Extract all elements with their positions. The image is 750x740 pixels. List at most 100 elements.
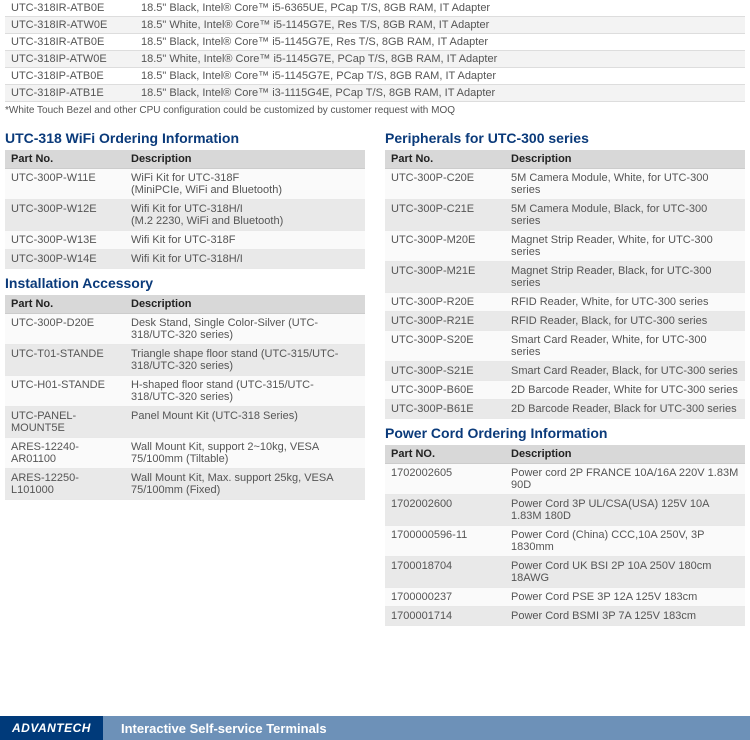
col-partno: Part No. bbox=[5, 150, 125, 169]
cell-desc: Power Cord PSE 3P 12A 125V 183cm bbox=[505, 588, 745, 607]
cell-partno: UTC-300P-S20E bbox=[385, 331, 505, 362]
table-row: UTC-300P-S21ESmart Card Reader, Black, f… bbox=[385, 362, 745, 381]
cell-partno: UTC-318IR-ATB0E bbox=[5, 0, 135, 17]
footer-bar: ADVANTECH Interactive Self-service Termi… bbox=[0, 716, 750, 740]
table-row: UTC-300P-R20ERFID Reader, White, for UTC… bbox=[385, 293, 745, 312]
table-row: 1702002605Power cord 2P FRANCE 10A/16A 2… bbox=[385, 464, 745, 495]
table-row: 1700000596-11Power Cord (China) CCC,10A … bbox=[385, 526, 745, 557]
cell-desc: 18.5" White, Intel® Core™ i5-1145G7E, Re… bbox=[135, 17, 745, 34]
cell-partno: UTC-300P-R20E bbox=[385, 293, 505, 312]
cell-partno: UTC-300P-W11E bbox=[5, 169, 125, 200]
power-table: Part NO. Description 1702002605Power cor… bbox=[385, 445, 745, 626]
table-row: 1700018704Power Cord UK BSI 2P 10A 250V … bbox=[385, 557, 745, 588]
table-row: UTC-300P-W12EWifi Kit for UTC-318H/I (M.… bbox=[5, 200, 365, 231]
cell-desc: RFID Reader, Black, for UTC-300 series bbox=[505, 312, 745, 331]
table-row: 1700001714Power Cord BSMI 3P 7A 125V 183… bbox=[385, 607, 745, 626]
cell-partno: ARES-12240-AR01100 bbox=[5, 438, 125, 469]
cell-desc: Power Cord 3P UL/CSA(USA) 125V 10A 1.83M… bbox=[505, 495, 745, 526]
cell-partno: UTC-300P-W14E bbox=[5, 250, 125, 269]
cell-desc: 18.5" White, Intel® Core™ i5-1145G7E, PC… bbox=[135, 51, 745, 68]
table-row: UTC-T01-STANDETriangle shape floor stand… bbox=[5, 345, 365, 376]
cell-partno: UTC-300P-C20E bbox=[385, 169, 505, 200]
cell-desc: Triangle shape floor stand (UTC-315/UTC-… bbox=[125, 345, 365, 376]
install-table: Part No. Description UTC-300P-D20EDesk S… bbox=[5, 295, 365, 500]
periph-table: Part No. Description UTC-300P-C20E5M Cam… bbox=[385, 150, 745, 419]
cell-partno: UTC-318IP-ATW0E bbox=[5, 51, 135, 68]
cell-partno: UTC-300P-C21E bbox=[385, 200, 505, 231]
model-spec-table: UTC-318IR-ATB0E18.5" Black, Intel® Core™… bbox=[5, 0, 745, 102]
footnote: *White Touch Bezel and other CPU configu… bbox=[5, 102, 745, 124]
cell-partno: UTC-300P-S21E bbox=[385, 362, 505, 381]
cell-desc: Smart Card Reader, White, for UTC-300 se… bbox=[505, 331, 745, 362]
cell-partno: 1700000596-11 bbox=[385, 526, 505, 557]
table-row: UTC-318IP-ATW0E18.5" White, Intel® Core™… bbox=[5, 51, 745, 68]
table-row: UTC-300P-B61E2D Barcode Reader, Black fo… bbox=[385, 400, 745, 419]
cell-partno: ARES-12250-L101000 bbox=[5, 469, 125, 500]
cell-desc: Desk Stand, Single Color-Silver (UTC-318… bbox=[125, 314, 365, 345]
cell-partno: 1700000237 bbox=[385, 588, 505, 607]
cell-partno: 1702002600 bbox=[385, 495, 505, 526]
table-row: UTC-318IP-ATB0E18.5" Black, Intel® Core™… bbox=[5, 68, 745, 85]
col-partno: Part No. bbox=[385, 150, 505, 169]
cell-partno: 1700001714 bbox=[385, 607, 505, 626]
cell-partno: UTC-300P-W12E bbox=[5, 200, 125, 231]
cell-desc: Wifi Kit for UTC-318H/I (M.2 2230, WiFi … bbox=[125, 200, 365, 231]
table-row: UTC-300P-M20EMagnet Strip Reader, White,… bbox=[385, 231, 745, 262]
cell-partno: UTC-300P-D20E bbox=[5, 314, 125, 345]
table-row: UTC-300P-B60E2D Barcode Reader, White fo… bbox=[385, 381, 745, 400]
cell-desc: Power cord 2P FRANCE 10A/16A 220V 1.83M … bbox=[505, 464, 745, 495]
cell-desc: Power Cord BSMI 3P 7A 125V 183cm bbox=[505, 607, 745, 626]
col-partno: Part No. bbox=[5, 295, 125, 314]
cell-desc: Power Cord UK BSI 2P 10A 250V 180cm 18AW… bbox=[505, 557, 745, 588]
cell-desc: Panel Mount Kit (UTC-318 Series) bbox=[125, 407, 365, 438]
cell-desc: 18.5" Black, Intel® Core™ i5-6365UE, PCa… bbox=[135, 0, 745, 17]
table-row: UTC-300P-W13EWifi Kit for UTC-318F bbox=[5, 231, 365, 250]
cell-partno: UTC-318IR-ATB0E bbox=[5, 34, 135, 51]
cell-desc: Wall Mount Kit, support 2~10kg, VESA 75/… bbox=[125, 438, 365, 469]
install-title: Installation Accessory bbox=[5, 275, 365, 291]
cell-desc: RFID Reader, White, for UTC-300 series bbox=[505, 293, 745, 312]
table-row: 1702002600Power Cord 3P UL/CSA(USA) 125V… bbox=[385, 495, 745, 526]
brand-logo: ADVANTECH bbox=[0, 716, 103, 740]
cell-desc: 2D Barcode Reader, Black for UTC-300 ser… bbox=[505, 400, 745, 419]
table-row: UTC-300P-R21ERFID Reader, Black, for UTC… bbox=[385, 312, 745, 331]
cell-partno: UTC-H01-STANDE bbox=[5, 376, 125, 407]
footer-caption: Interactive Self-service Terminals bbox=[103, 716, 750, 740]
table-row: UTC-H01-STANDEH-shaped floor stand (UTC-… bbox=[5, 376, 365, 407]
cell-desc: Wall Mount Kit, Max. support 25kg, VESA … bbox=[125, 469, 365, 500]
table-row: UTC-318IP-ATB1E18.5" Black, Intel® Core™… bbox=[5, 85, 745, 102]
table-row: UTC-318IR-ATB0E18.5" Black, Intel® Core™… bbox=[5, 0, 745, 17]
table-row: ARES-12250-L101000Wall Mount Kit, Max. s… bbox=[5, 469, 365, 500]
cell-partno: UTC-300P-M20E bbox=[385, 231, 505, 262]
cell-desc: Power Cord (China) CCC,10A 250V, 3P 1830… bbox=[505, 526, 745, 557]
table-row: UTC-300P-S20ESmart Card Reader, White, f… bbox=[385, 331, 745, 362]
table-row: UTC-PANEL-MOUNT5EPanel Mount Kit (UTC-31… bbox=[5, 407, 365, 438]
cell-partno: UTC-318IP-ATB0E bbox=[5, 68, 135, 85]
table-row: UTC-300P-C21E5M Camera Module, Black, fo… bbox=[385, 200, 745, 231]
cell-partno: 1700018704 bbox=[385, 557, 505, 588]
cell-partno: UTC-300P-R21E bbox=[385, 312, 505, 331]
wifi-table: Part No. Description UTC-300P-W11EWiFi K… bbox=[5, 150, 365, 269]
cell-partno: UTC-T01-STANDE bbox=[5, 345, 125, 376]
col-partno: Part NO. bbox=[385, 445, 505, 464]
cell-partno: UTC-318IP-ATB1E bbox=[5, 85, 135, 102]
cell-desc: WiFi Kit for UTC-318F (MiniPCIe, WiFi an… bbox=[125, 169, 365, 200]
cell-desc: 18.5" Black, Intel® Core™ i5-1145G7E, Re… bbox=[135, 34, 745, 51]
cell-partno: UTC-300P-M21E bbox=[385, 262, 505, 293]
table-row: UTC-300P-M21EMagnet Strip Reader, Black,… bbox=[385, 262, 745, 293]
table-row: UTC-318IR-ATB0E18.5" Black, Intel® Core™… bbox=[5, 34, 745, 51]
table-row: UTC-300P-W14EWifi Kit for UTC-318H/I bbox=[5, 250, 365, 269]
table-row: UTC-300P-D20EDesk Stand, Single Color-Si… bbox=[5, 314, 365, 345]
cell-partno: UTC-PANEL-MOUNT5E bbox=[5, 407, 125, 438]
col-desc: Description bbox=[125, 295, 365, 314]
cell-desc: 2D Barcode Reader, White for UTC-300 ser… bbox=[505, 381, 745, 400]
periph-title: Peripherals for UTC-300 series bbox=[385, 130, 745, 146]
cell-desc: Magnet Strip Reader, Black, for UTC-300 … bbox=[505, 262, 745, 293]
col-desc: Description bbox=[505, 150, 745, 169]
cell-partno: 1702002605 bbox=[385, 464, 505, 495]
power-title: Power Cord Ordering Information bbox=[385, 425, 745, 441]
cell-desc: 18.5" Black, Intel® Core™ i3-1115G4E, PC… bbox=[135, 85, 745, 102]
table-row: 1700000237Power Cord PSE 3P 12A 125V 183… bbox=[385, 588, 745, 607]
cell-partno: UTC-300P-B60E bbox=[385, 381, 505, 400]
cell-desc: Magnet Strip Reader, White, for UTC-300 … bbox=[505, 231, 745, 262]
